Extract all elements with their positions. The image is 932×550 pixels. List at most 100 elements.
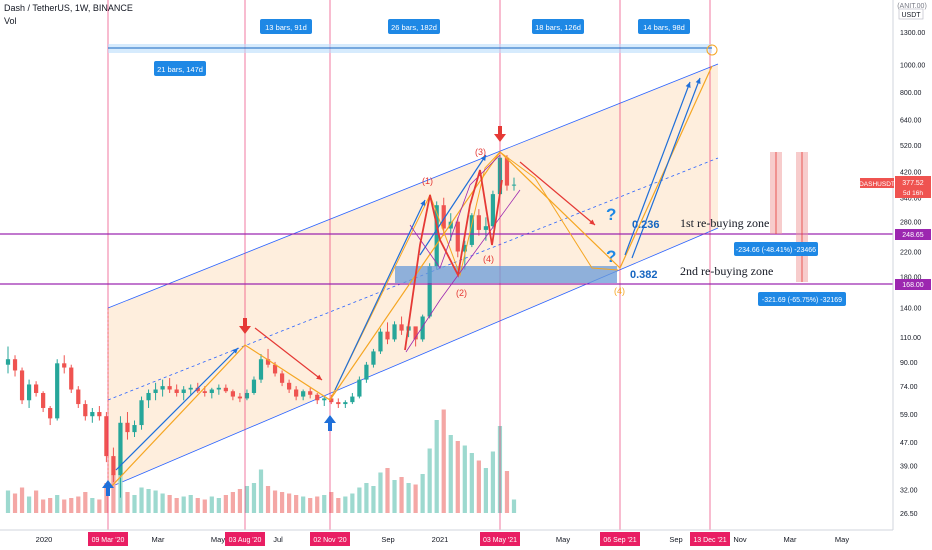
purple-channel-a [409, 154, 501, 269]
volume-bar [104, 483, 109, 513]
time-tick-label: Mar [152, 535, 165, 544]
volume-bar [34, 490, 39, 513]
candle-body [230, 391, 235, 397]
bottom-arrow-1 [102, 480, 114, 496]
volume-bar [265, 486, 271, 513]
top-arrow-2-shaft [498, 126, 502, 134]
volume-bars [5, 409, 517, 513]
bottom-arrow-1-shaft [106, 488, 110, 496]
bar-count-label: 14 bars, 98d [643, 23, 685, 32]
volume-bar [12, 493, 18, 513]
time-tick-label: Sep [669, 535, 682, 544]
price-tick-label: 90.00 [900, 360, 918, 367]
blue-arrow-3-head [480, 155, 486, 161]
symbol-title: Dash / TetherUS, 1W, BINANCE [4, 3, 133, 13]
price-tick-label: 74.00 [900, 384, 918, 391]
candle-body [258, 359, 264, 380]
bar-count-bubble [260, 19, 312, 34]
volume-bar [364, 483, 369, 513]
candle-body [476, 215, 481, 230]
volume-bar [41, 499, 46, 513]
volume-bar [62, 499, 67, 513]
volume-bar [181, 496, 186, 513]
price-axis: (ANIT.00) USDT 1300.00 1000.00 800.00 640.00 5… [859, 0, 932, 530]
candle-body [504, 157, 510, 186]
candle-body [287, 382, 292, 390]
question-mark-1: ? [606, 205, 616, 224]
date-badge-label: 06 Sep '21 [603, 537, 636, 544]
candle-body [209, 389, 214, 393]
candle-body [343, 402, 348, 405]
candle-body [279, 373, 285, 383]
candle-body [174, 389, 179, 393]
volume-bar [90, 498, 95, 513]
candle-body [153, 389, 158, 393]
volume-bar [209, 496, 214, 513]
level-badge-1-value: 248.65 [902, 232, 924, 239]
candle-body [329, 398, 334, 403]
candle-body [441, 205, 446, 229]
zone-1-label: 1st re-buying zone [680, 216, 769, 230]
volume-bar [167, 495, 172, 513]
candle-body [378, 331, 383, 352]
candle-body [26, 384, 32, 401]
red-arrow-1 [254, 327, 323, 381]
candle-body [490, 194, 496, 227]
wave-label-4b: (4) [614, 286, 625, 296]
volume-bar [5, 490, 11, 513]
symbol-badge [860, 178, 894, 188]
time-remaining: 5d 16h [903, 190, 923, 197]
candle-body [90, 412, 95, 417]
candle-body [48, 407, 53, 419]
red-wave [404, 169, 503, 351]
symbol-badge-label: DASHUSDT [859, 181, 895, 188]
candle-body [294, 389, 299, 397]
candle-body [41, 392, 46, 408]
price-tick-label: 26.50 [900, 511, 918, 518]
bar-count-bubble [532, 19, 584, 34]
time-tick-label: 2020 [36, 535, 53, 544]
candle-body [12, 359, 18, 371]
fib-0236-label: 0.236 [632, 219, 660, 231]
time-tick-label: Nov [733, 535, 747, 544]
volume-bar [399, 477, 404, 513]
volume-bar [76, 496, 81, 513]
date-badge [690, 532, 730, 546]
volume-bar [26, 496, 32, 513]
level-badge-2 [895, 279, 931, 290]
volume-bar [413, 484, 418, 513]
fib-0382-label: 0.382 [630, 269, 658, 281]
volume-bar [406, 483, 411, 513]
volume-bar [48, 498, 53, 513]
candle-body [371, 351, 376, 365]
scale-top-label: (ANIT.00) [897, 3, 927, 10]
bar-count-bubble [388, 19, 440, 34]
volume-bar [287, 493, 292, 513]
channel-mid-line [107, 157, 719, 401]
volume-bar [83, 492, 88, 513]
measure-label-1: -234.66 (-48.41%) -23466 [736, 247, 816, 254]
volume-bar [258, 469, 264, 513]
candle-body [237, 396, 243, 399]
measure-bubble-1 [734, 242, 818, 256]
candle-body [364, 364, 369, 380]
price-tick-label: 59.00 [900, 412, 918, 419]
volume-bar [223, 495, 228, 513]
blue-arrow-4 [624, 81, 691, 256]
volume-bar [272, 490, 278, 513]
candle-body [146, 392, 151, 401]
volume-bar [357, 487, 362, 513]
candle-body [392, 324, 397, 340]
time-tick-label: May [835, 535, 849, 544]
candle-body [125, 422, 130, 433]
volume-bar [279, 492, 285, 513]
volume-bar [378, 472, 383, 513]
bar-count-bubble [638, 19, 690, 34]
price-tick-label: 1000.00 [900, 62, 925, 69]
date-badge-label: 03 Aug '20 [229, 537, 262, 544]
candle-body [97, 412, 102, 417]
volume-bar [251, 483, 257, 513]
volume-bar [132, 495, 137, 513]
price-tick-label: 640.00 [900, 118, 922, 125]
